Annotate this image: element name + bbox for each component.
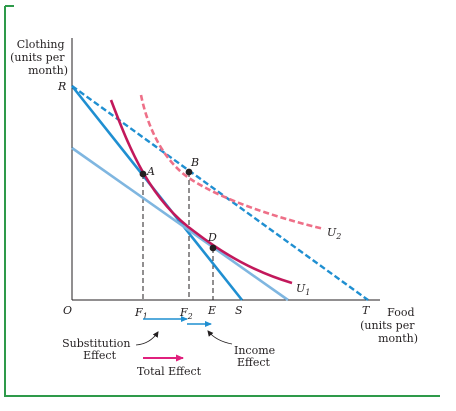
y-axis-label: Clothing (units per month) <box>10 38 68 77</box>
point-A <box>139 170 147 178</box>
total-effect-label: Total Effect <box>137 365 202 378</box>
indifference-curve-U2 <box>139 94 325 231</box>
budget-line-parallel <box>71 146 289 302</box>
substitution-leader <box>135 331 159 346</box>
label-E: E <box>207 304 216 317</box>
point-B <box>185 168 193 176</box>
label-U1: U1 <box>296 282 310 297</box>
indifference-curve-U1 <box>109 99 293 285</box>
label-T: T <box>362 304 371 317</box>
label-A: A <box>146 165 155 178</box>
label-R: R <box>57 80 66 93</box>
label-origin: O <box>63 304 72 317</box>
income-effect-label: Income Effect <box>234 344 279 369</box>
label-B: B <box>190 156 199 169</box>
label-D: D <box>207 231 217 244</box>
x-axis-label: Food (units per month) <box>360 306 418 345</box>
label-U2: U2 <box>327 226 341 241</box>
frame-border <box>4 6 440 397</box>
label-S: S <box>235 304 243 317</box>
substitution-effect-label: Substitution Effect <box>62 337 134 362</box>
point-D <box>209 244 217 252</box>
label-F2: F2 <box>179 306 193 321</box>
label-F1: F1 <box>134 306 148 321</box>
budget-line-RT <box>71 85 369 301</box>
income-leader <box>207 330 233 345</box>
